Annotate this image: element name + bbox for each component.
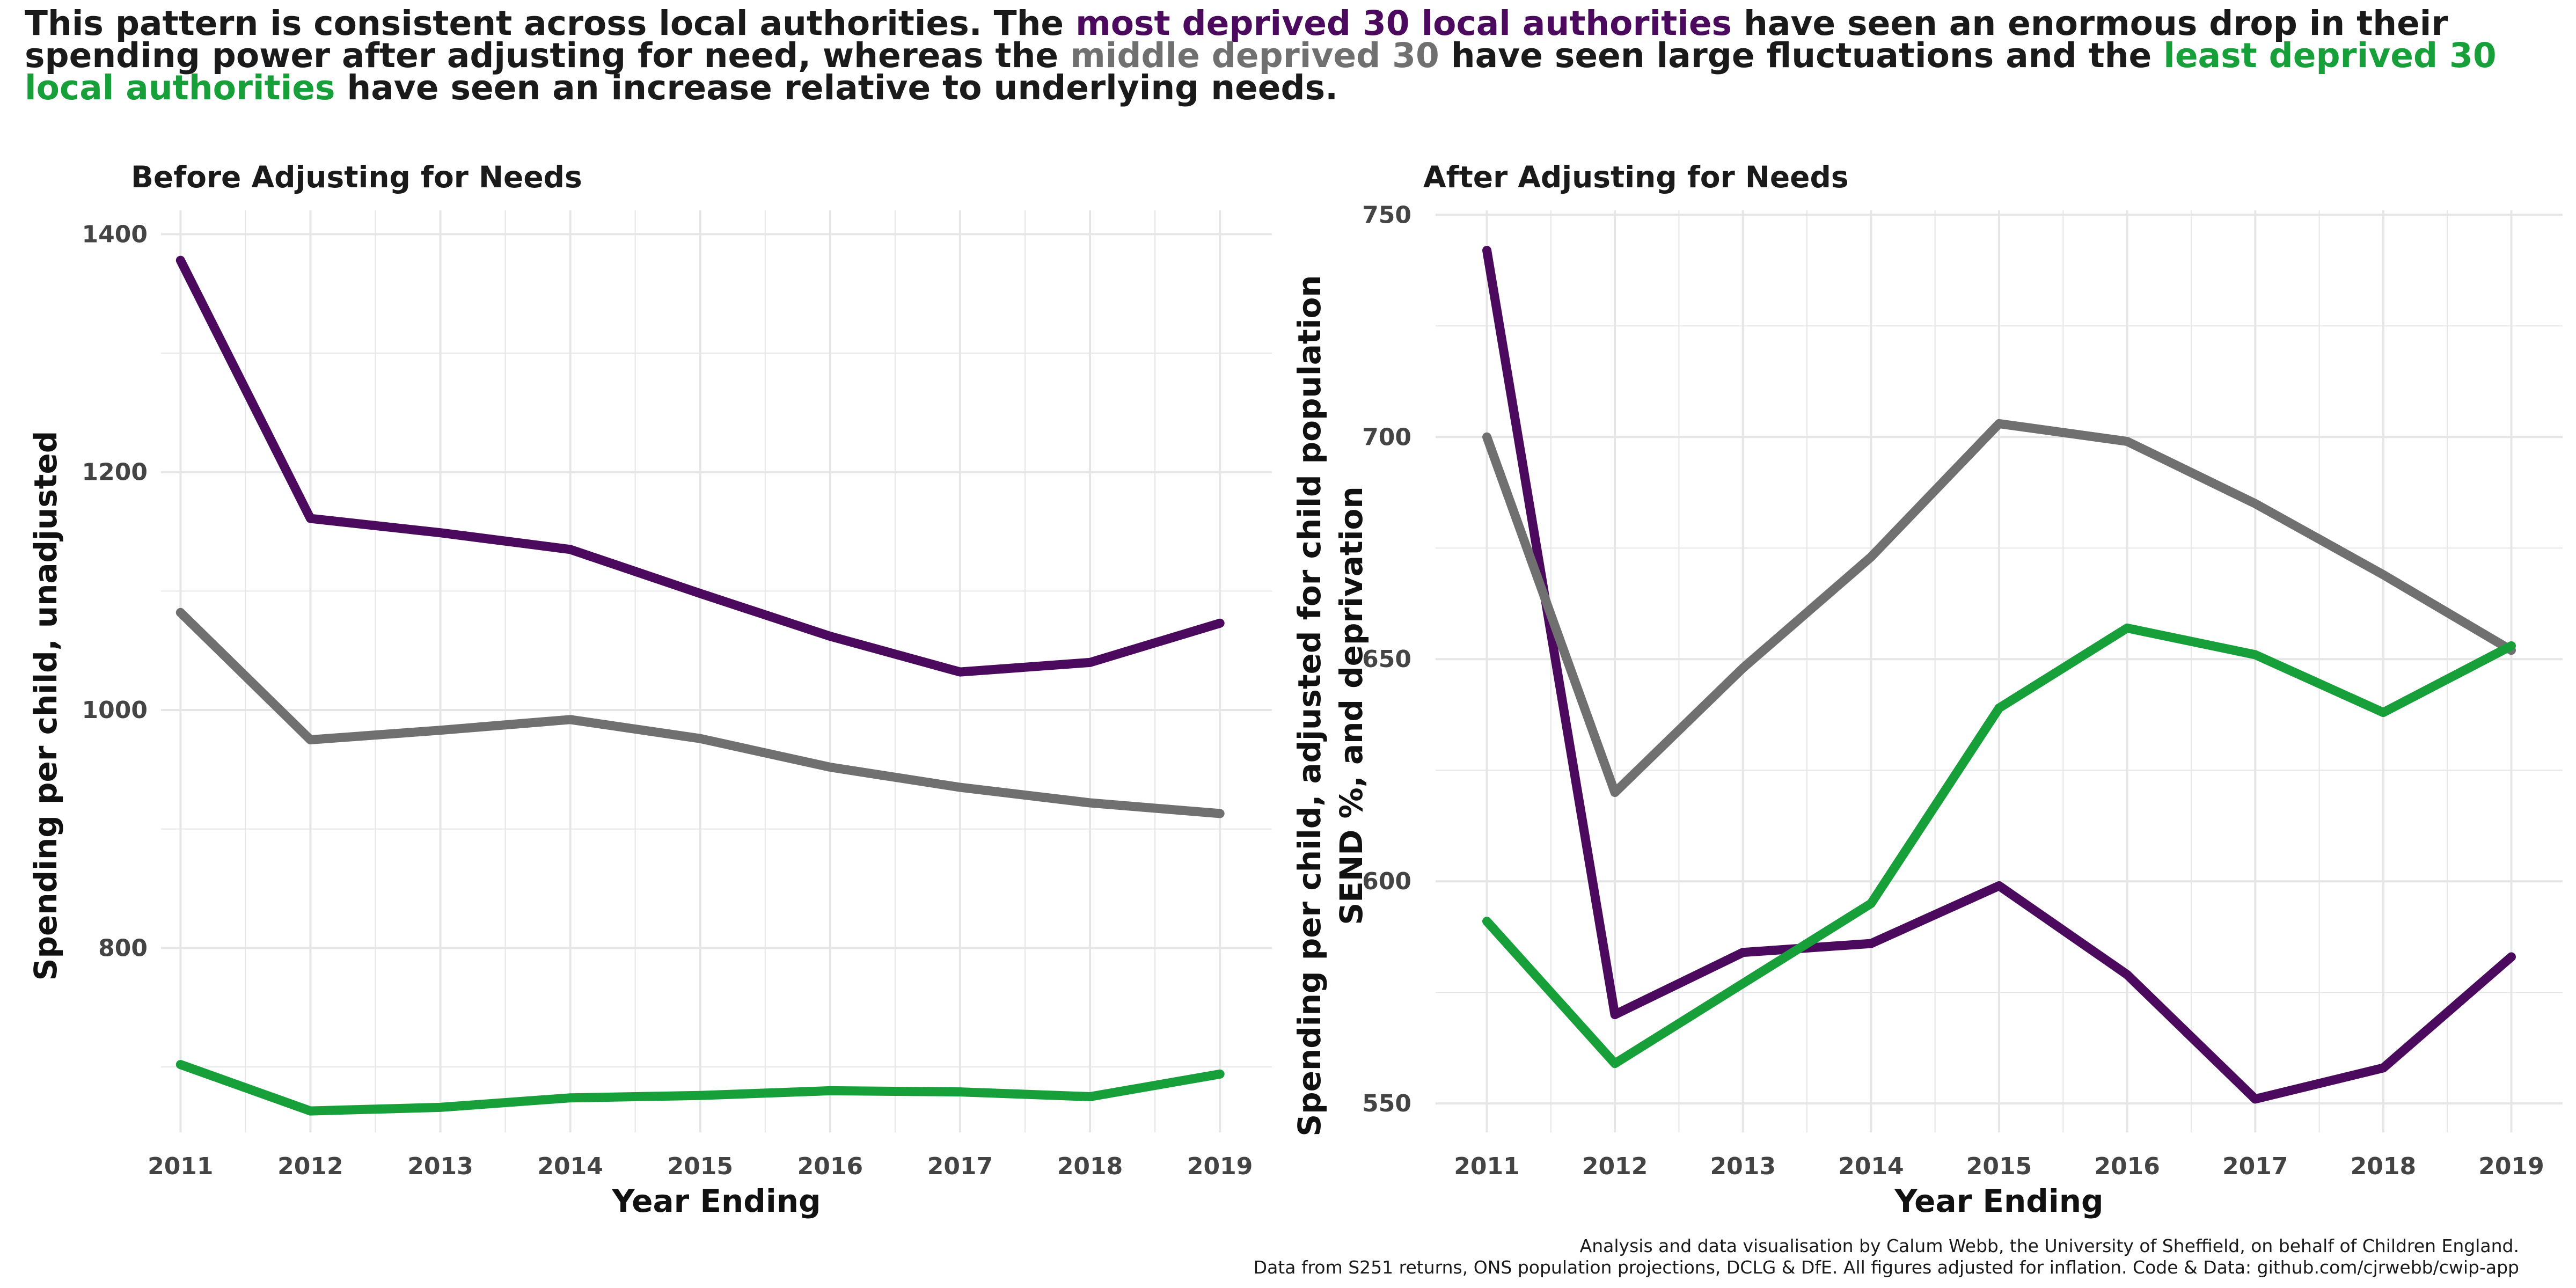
x-tick-label: 2016 [2094,1153,2160,1180]
series-line-least [175,1060,1225,1116]
y-tick-label: 1400 [82,221,148,248]
x-tick-label: 2011 [148,1153,213,1180]
series-line-most [175,255,1225,677]
x-tick-label: 2014 [1838,1153,1904,1180]
x-axis-title: Year Ending [1894,1183,2103,1219]
headline-text-1: This pattern is consistent across local … [25,4,1076,43]
headline-text-3: have seen large fluctuations and the [1439,36,2164,75]
x-tick-label: 2015 [1966,1153,2032,1180]
x-tick-label: 2012 [1582,1153,1648,1180]
x-tick-label: 2018 [2351,1153,2416,1180]
series-line-most [1482,246,2516,1104]
left-panel-title: Before Adjusting for Needs [131,160,582,194]
y-axis-title: SEND %, and deprivation [1333,486,1370,925]
x-tick-label: 2015 [668,1153,733,1180]
x-tick-label: 2019 [2478,1153,2544,1180]
y-tick-label: 550 [1362,1090,1411,1117]
y-tick-label: 1200 [82,459,148,486]
series-line-least [1482,623,2516,1069]
x-tick-label: 2017 [927,1153,993,1180]
headline-middle-deprived: middle deprived 30 [1070,36,1439,75]
y-tick-label: 750 [1362,201,1411,229]
x-tick-label: 2011 [1454,1153,1519,1180]
series-line-middle [1482,419,2516,797]
x-tick-label: 2013 [407,1153,473,1180]
headline: This pattern is consistent across local … [25,6,2520,107]
series-line-middle [175,608,1225,818]
y-tick-label: 700 [1362,423,1411,451]
y-axis-title: Spending per child, unadjusted [27,431,64,981]
caption-line-1: Analysis and data visualisation by Calum… [1579,1235,2519,1256]
y-tick-label: 1000 [82,697,148,724]
y-axis-title: Spending per child, adjusted for child p… [1291,275,1328,1136]
panel-1: 2011 2012 2013 2014 2015 2016 2017 2018 2019 800 1… [27,210,1272,1219]
y-tick-label: 650 [1362,646,1411,673]
x-tick-label: 2019 [1187,1153,1253,1180]
x-tick-label: 2018 [1057,1153,1123,1180]
headline-most-deprived: most deprived 30 local authorities [1075,4,1732,43]
right-panel-title: After Adjusting for Needs [1423,160,1849,194]
panel-2: 2011 2012 2013 2014 2015 2016 2017 2018 2019 550 6… [1291,201,2563,1219]
x-axis-title: Year Ending [611,1183,821,1219]
caption: Analysis and data visualisation by Calum… [1254,1235,2519,1278]
caption-line-2: Data from S251 returns, ONS population p… [1253,1257,2519,1278]
x-tick-label: 2014 [537,1153,603,1180]
headline-text-4: have seen an increase relative to underl… [335,68,1338,107]
x-tick-label: 2012 [277,1153,343,1180]
headline-text-2: have seen an enormous drop in their spen… [25,4,2448,75]
x-tick-label: 2016 [797,1153,863,1180]
x-tick-label: 2013 [1710,1153,1775,1180]
headline-least-deprived: least deprived 30 local authorities [25,36,2497,107]
x-tick-label: 2017 [2222,1153,2288,1180]
y-tick-label: 800 [98,934,148,962]
y-tick-label: 600 [1362,868,1411,895]
